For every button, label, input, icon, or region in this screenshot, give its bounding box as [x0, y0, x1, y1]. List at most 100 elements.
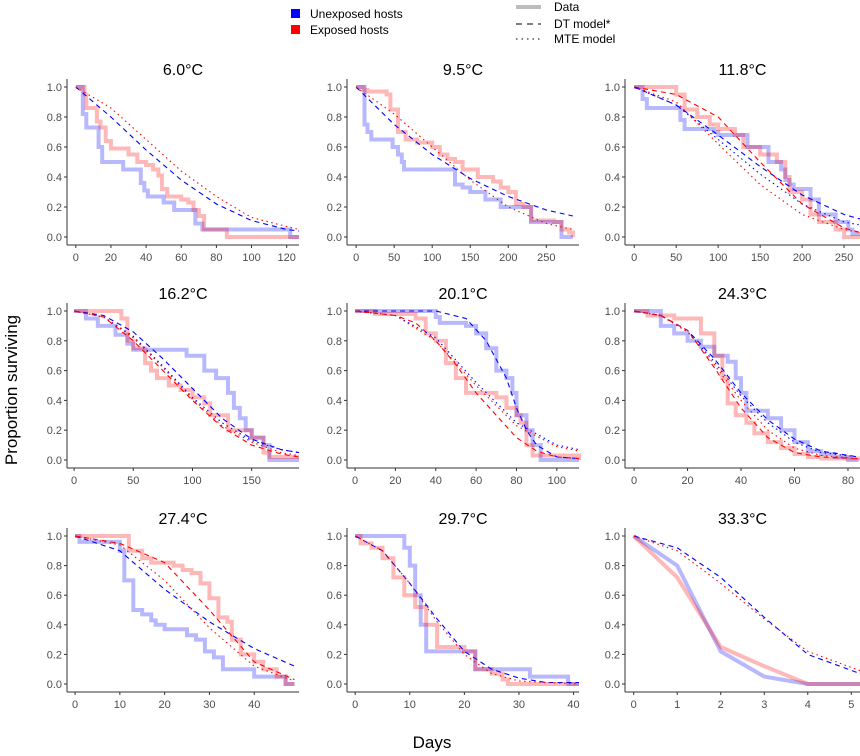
model-line-dt-exposed — [73, 310, 300, 458]
x-tick-label: 40 — [248, 699, 260, 711]
y-tick-label: 0.0 — [327, 679, 342, 691]
panel-5: 24.3°C 0.0 0.2 0.4 0.6 0.8 1.0 0 20 40 60 80 — [605, 286, 860, 487]
x-tick-label: 4 — [805, 699, 811, 711]
x-tick-label: 150 — [242, 475, 260, 487]
y-tick-label: 0.4 — [47, 172, 62, 184]
y-tick-label: 0.6 — [47, 142, 62, 154]
y-tick-label: 0.0 — [605, 679, 620, 691]
y-tick-label: 0.4 — [327, 395, 342, 407]
y-tick-label: 0.4 — [47, 395, 62, 407]
legend-swatch-exposed — [291, 25, 300, 34]
model-line-dt-unexposed — [74, 535, 295, 667]
model-line-dt-exposed — [355, 310, 580, 460]
x-tick-label: 80 — [510, 475, 522, 487]
y-tick-label: 0.8 — [327, 112, 342, 124]
x-tick-label: 0 — [73, 252, 79, 264]
y-tick-label: 1.0 — [47, 531, 62, 543]
model-line-dt-unexposed — [633, 535, 860, 675]
panel-7: 29.7°C 0.0 0.2 0.4 0.6 0.8 1.0 0 10 20 30 40 — [327, 511, 580, 711]
x-tick-label: 0 — [352, 699, 358, 711]
x-tick-label: 20 — [105, 252, 117, 264]
x-tick-label: 100 — [709, 252, 727, 264]
x-tick-label: 100 — [242, 252, 260, 264]
x-tick-label: 40 — [735, 475, 747, 487]
x-tick-label: 100 — [183, 475, 201, 487]
y-tick-label: 1.0 — [327, 82, 342, 94]
x-axis-label: Days — [413, 733, 452, 752]
x-tick-label: 20 — [681, 475, 693, 487]
data-line-exposed — [634, 309, 860, 461]
panel-4: 20.1°C 0.0 0.2 0.4 0.6 0.8 1.0 0 20 40 60 80 100 — [327, 286, 581, 487]
data-line-unexposed — [74, 309, 299, 462]
model-line-mte-exposed — [74, 535, 295, 682]
data-line-unexposed — [634, 85, 860, 236]
panel-title: 27.4°C — [158, 511, 207, 528]
legend-label-exposed: Exposed hosts — [310, 23, 389, 37]
y-tick-label: 0.2 — [327, 425, 342, 437]
legend-label-mte: MTE model — [554, 32, 615, 46]
data-line-unexposed — [75, 85, 299, 239]
model-line-dt-unexposed — [634, 310, 859, 458]
y-tick-label: 0.8 — [47, 336, 62, 348]
x-tick-label: 40 — [567, 699, 579, 711]
x-tick-label: 0 — [353, 252, 359, 264]
model-line-dt-exposed — [634, 310, 859, 460]
y-tick-label: 0.2 — [47, 649, 62, 661]
model-line-mte-exposed — [355, 86, 574, 231]
data-line-unexposed — [632, 534, 860, 686]
panels: 6.0°C0.00.20.40.60.81.00 20 40 60 80 100 1209.… — [47, 62, 860, 711]
x-tick-label: 10 — [114, 699, 126, 711]
x-tick-label: 0 — [72, 699, 78, 711]
y-tick-label: 0.4 — [605, 395, 620, 407]
model-line-mte-exposed — [355, 310, 580, 452]
panel-title: 24.3°C — [718, 286, 767, 303]
panel-1: 9.5°C 0.0 0.2 0.4 0.6 0.8 1.0 0 50 100 150 200 250 — [327, 62, 579, 264]
panel-title: 11.8°C — [719, 62, 767, 79]
x-tick-label: 40 — [140, 252, 152, 264]
model-line-mte-unexposed — [634, 310, 859, 458]
x-tick-label: 1 — [674, 699, 680, 711]
y-tick-label: 0.0 — [47, 679, 62, 691]
data-line-unexposed — [75, 534, 295, 686]
panel-title: 33.3°C — [718, 511, 767, 528]
panel-3: 16.2°C 0.0 0.2 0.4 0.6 0.8 1.0 0 50 100 150 — [47, 286, 300, 487]
y-tick-label: 0.6 — [47, 590, 62, 602]
y-tick-label: 0.4 — [327, 620, 342, 632]
model-line-dt-unexposed — [74, 310, 300, 454]
data-line-exposed — [74, 309, 299, 459]
y-tick-label: 0.0 — [327, 455, 342, 467]
x-tick-label: 60 — [175, 252, 187, 264]
data-line-unexposed — [356, 85, 573, 239]
y-tick-label: 0.4 — [47, 620, 62, 632]
x-tick-label: 20 — [458, 699, 470, 711]
x-tick-label: 60 — [470, 475, 482, 487]
y-tick-label: 0.6 — [605, 590, 620, 602]
y-tick-label: 0.8 — [327, 561, 342, 573]
x-tick-label: 30 — [513, 699, 525, 711]
x-tick-label: 80 — [210, 252, 222, 264]
x-tick-label: 50 — [670, 252, 682, 264]
model-line-mte-exposed — [73, 310, 300, 457]
x-tick-label: 50 — [388, 252, 400, 264]
data-line-exposed — [355, 534, 579, 686]
x-tick-label: 5 — [848, 699, 854, 711]
x-tick-label: 250 — [537, 252, 555, 264]
y-tick-label: 0.6 — [327, 366, 342, 378]
x-tick-label: 2 — [718, 699, 724, 711]
x-tick-label: 80 — [842, 475, 854, 487]
legend-swatch-unexposed — [291, 9, 300, 18]
panel-title: 16.2°C — [158, 286, 207, 303]
legend-label-unexposed: Unexposed hosts — [310, 7, 403, 21]
panel-0: 6.0°C 0.0 0.2 0.4 0.6 0.8 1.0 0 20 40 60 80 100 120 — [47, 62, 300, 264]
panel-8: 33.3°C 0.0 0.2 0.4 0.6 0.8 1.0 0 1 2 3 4 5 — [605, 511, 860, 711]
x-tick-label: 100 — [548, 475, 566, 487]
y-tick-label: 1.0 — [605, 306, 620, 318]
x-tick-label: 0 — [352, 475, 358, 487]
x-tick-label: 10 — [404, 699, 416, 711]
model-line-dt-unexposed — [355, 86, 574, 217]
y-tick-label: 0.8 — [47, 561, 62, 573]
model-line-dt-unexposed — [355, 310, 580, 460]
y-tick-label: 0.4 — [327, 172, 342, 184]
data-line-unexposed — [355, 309, 579, 462]
